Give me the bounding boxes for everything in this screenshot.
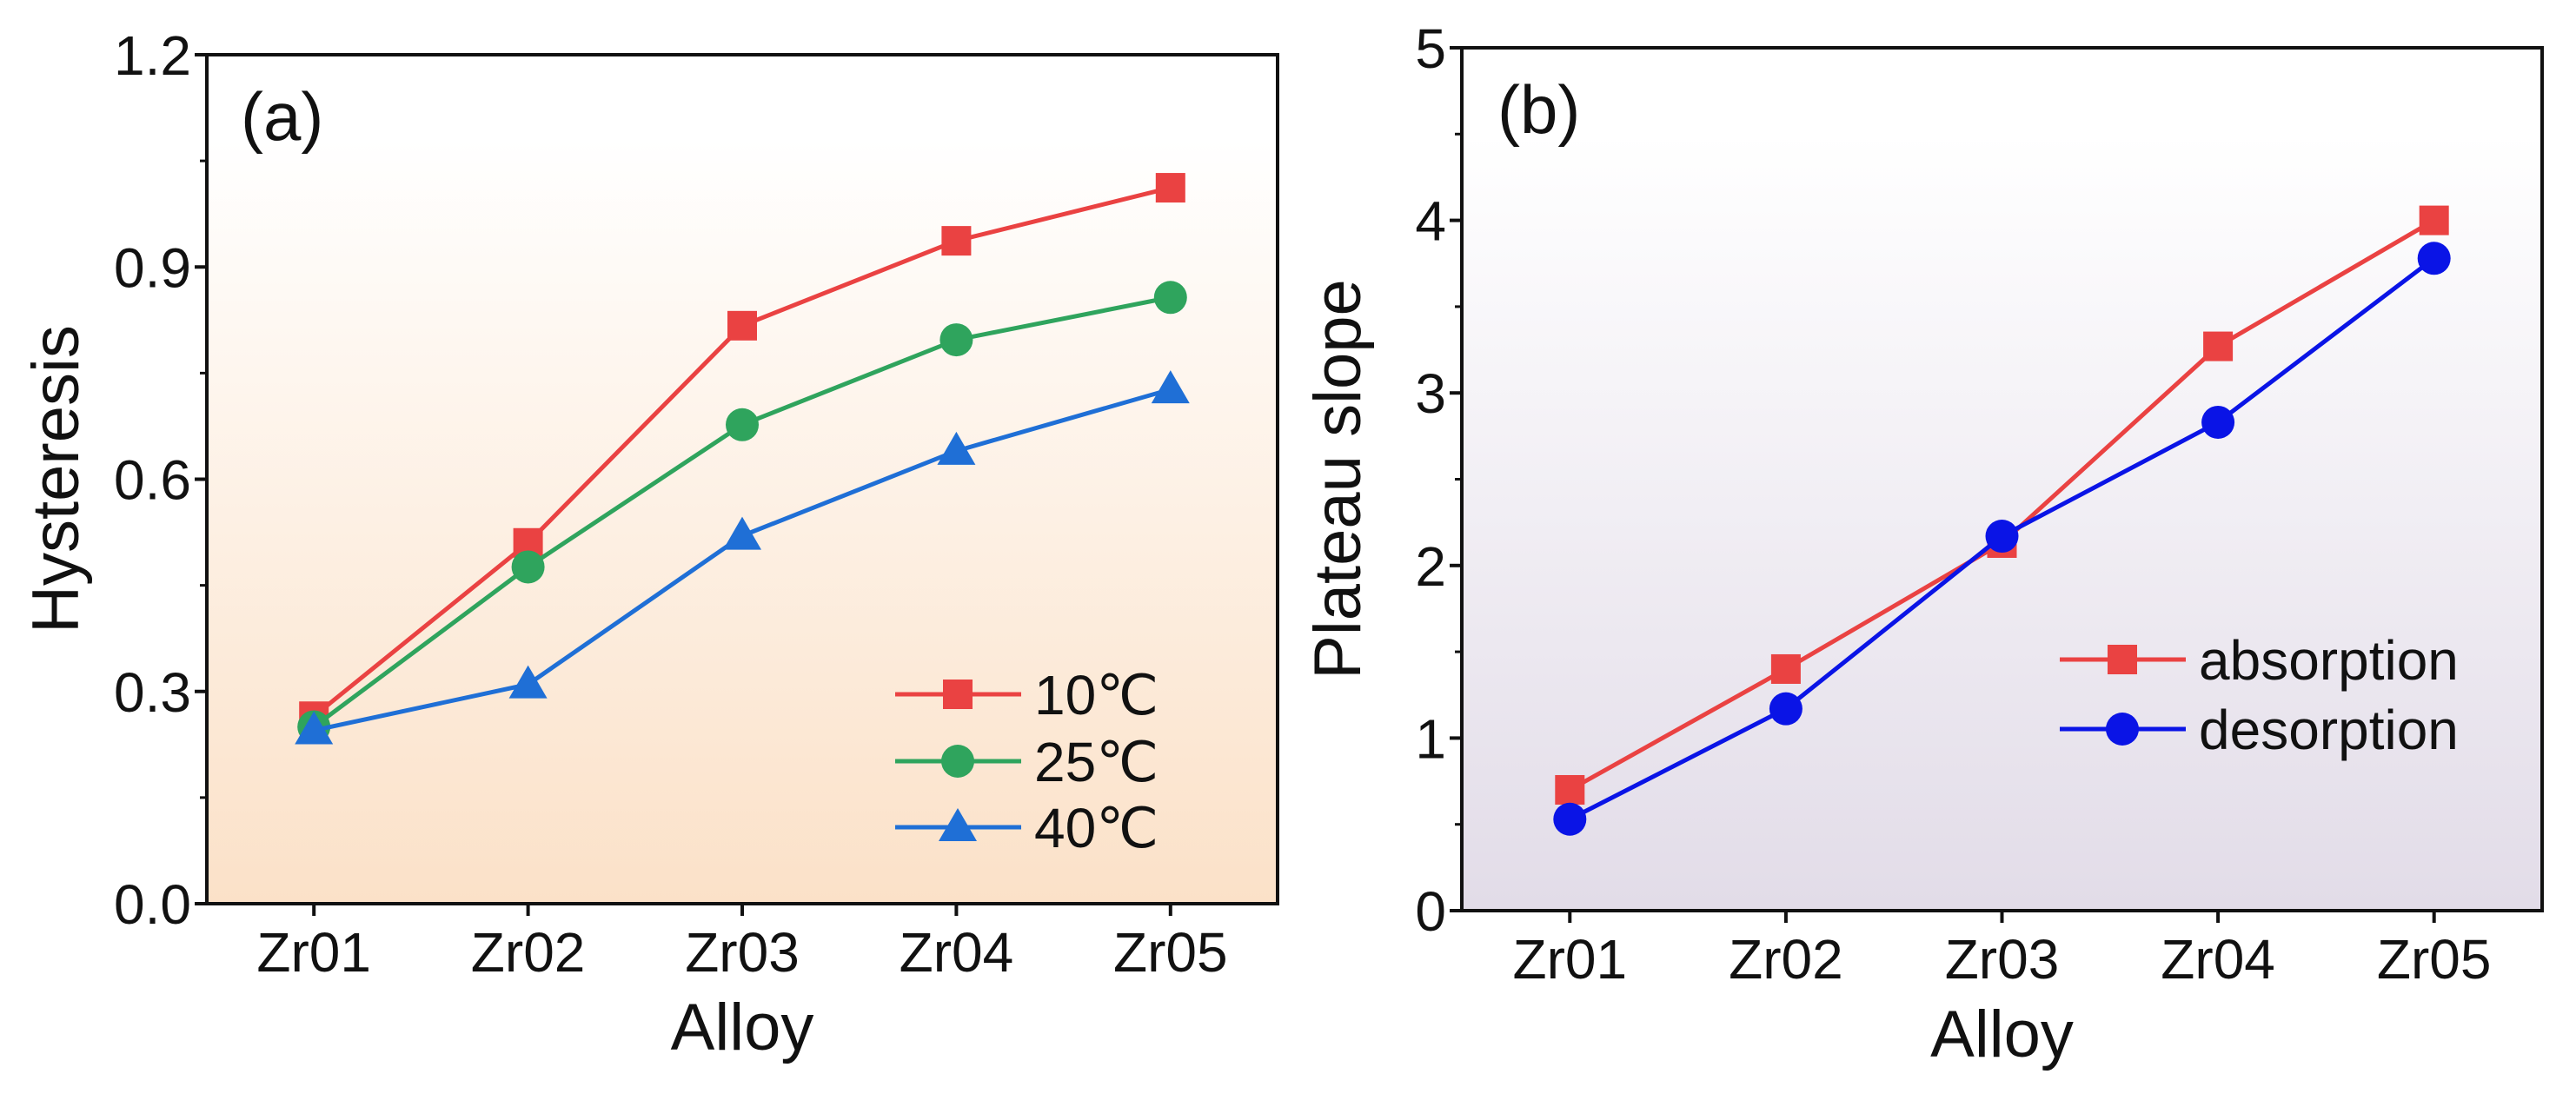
y-tick-label: 1.2 [114, 24, 191, 87]
x-axis-title: Alloy [671, 991, 814, 1064]
data-point [726, 408, 759, 441]
legend-label: 10℃ [1034, 664, 1159, 726]
data-point [2419, 205, 2449, 235]
x-tick-label: Zr01 [256, 921, 371, 984]
y-tick-label: 0.3 [114, 661, 191, 724]
plot-area [205, 53, 1279, 905]
y-tick-label: 0.6 [114, 449, 191, 512]
x-tick-label: Zr02 [1729, 928, 1843, 991]
x-tick-label: Zr01 [1513, 928, 1628, 991]
legend-label: desorption [2199, 699, 2459, 761]
panel-label: (b) [1497, 71, 1580, 148]
x-tick-label: Zr05 [1113, 921, 1228, 984]
legend-label: 25℃ [1034, 731, 1159, 793]
x-tick-label: Zr04 [2161, 928, 2275, 991]
y-tick-label: 3 [1415, 362, 1446, 425]
series-desorption [1553, 242, 2451, 836]
legend-label: 40℃ [1034, 797, 1159, 859]
data-point [1770, 653, 1801, 684]
x-tick-label: Zr04 [900, 921, 1014, 984]
y-tick-label: 0 [1415, 880, 1446, 943]
data-point [2417, 242, 2451, 275]
y-tick-label: 1 [1415, 707, 1446, 770]
legend-label: absorption [2199, 629, 2459, 692]
data-point [1985, 520, 2019, 554]
data-point [1769, 692, 1803, 726]
data-point [2203, 331, 2234, 361]
legend-marker [943, 680, 973, 709]
panel-b: 0 1 2 3 4 5 Zr01 Zr02 Zr03 Zr04 Zr05 Alloy Plateau s… [1301, 17, 2544, 1071]
panel-label: (a) [241, 78, 323, 155]
legend-marker [2106, 713, 2139, 746]
data-point [1153, 281, 1187, 315]
x-axis-title: Alloy [1930, 998, 2074, 1071]
y-tick-label: 0.9 [114, 236, 191, 299]
y-axis-title: Hysteresis [19, 325, 93, 633]
legend-marker [939, 808, 977, 841]
data-point [939, 323, 973, 357]
data-point [511, 550, 545, 584]
data-point [1151, 370, 1190, 404]
data-point [1555, 774, 1585, 805]
x-tick-label: Zr05 [2377, 928, 2492, 991]
x-tick-label: Zr02 [471, 921, 586, 984]
data-point [1553, 802, 1587, 836]
series-40 [295, 370, 1190, 745]
data-point [723, 516, 761, 550]
y-tick-label: 0.0 [114, 873, 191, 936]
x-tick-label: Zr03 [1945, 928, 2060, 991]
y-axis-title: Plateau slope [1301, 279, 1375, 680]
data-point [508, 665, 548, 699]
data-point [727, 310, 757, 341]
plot-area [1460, 46, 2544, 912]
panel-a: 0.0 0.3 0.6 0.9 1.2 Zr01 Zr02 Zr03 Zr04 Zr05 Alloy… [19, 24, 1279, 1064]
data-point [295, 711, 334, 745]
data-point [1155, 173, 1185, 203]
data-point [2201, 405, 2235, 439]
x-tick-label: Zr03 [685, 921, 800, 984]
y-tick-label: 5 [1415, 17, 1446, 80]
data-point [937, 431, 976, 465]
data-point [941, 226, 972, 256]
legend-marker [941, 745, 974, 778]
legend-marker [2108, 645, 2137, 674]
y-tick-label: 4 [1415, 190, 1446, 253]
y-tick-label: 2 [1415, 535, 1446, 598]
